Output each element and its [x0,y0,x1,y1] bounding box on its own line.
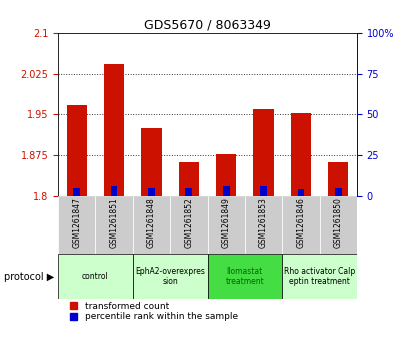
Bar [208,254,282,299]
Bar [245,196,282,254]
Title: GDS5670 / 8063349: GDS5670 / 8063349 [144,19,271,32]
Legend: transformed count, percentile rank within the sample: transformed count, percentile rank withi… [70,302,238,321]
Bar [208,196,245,254]
Text: EphA2-overexpres
sion: EphA2-overexpres sion [135,267,205,286]
Bar [148,188,155,196]
Bar [111,186,117,196]
Bar [133,196,170,254]
Text: Ilomastat
treatment: Ilomastat treatment [225,267,264,286]
Bar [186,188,192,196]
Bar [178,162,199,196]
Text: protocol ▶: protocol ▶ [4,272,54,282]
Bar [260,186,267,196]
Bar [290,113,311,196]
Text: Rho activator Calp
eptin treatment: Rho activator Calp eptin treatment [284,267,355,286]
Bar [141,128,162,196]
Bar [320,196,357,254]
Bar [66,105,87,196]
Bar [282,254,357,299]
Bar [298,189,304,196]
Bar [223,186,229,196]
Bar [170,196,208,254]
Bar [73,188,80,196]
Bar [216,154,237,196]
Text: GSM1261847: GSM1261847 [72,197,81,248]
Bar [133,254,208,299]
Text: GSM1261850: GSM1261850 [334,197,343,248]
Text: GSM1261852: GSM1261852 [184,197,193,248]
Bar [104,64,124,196]
Text: GSM1261846: GSM1261846 [296,197,305,248]
Text: GSM1261853: GSM1261853 [259,197,268,248]
Text: GSM1261849: GSM1261849 [222,197,231,248]
Text: GSM1261851: GSM1261851 [110,197,119,248]
Text: GSM1261848: GSM1261848 [147,197,156,248]
Bar [328,162,349,196]
Text: control: control [82,272,109,281]
Bar [335,188,342,196]
Bar [58,254,133,299]
Bar [58,196,95,254]
Bar [282,196,320,254]
Bar [253,109,274,196]
Bar [95,196,133,254]
